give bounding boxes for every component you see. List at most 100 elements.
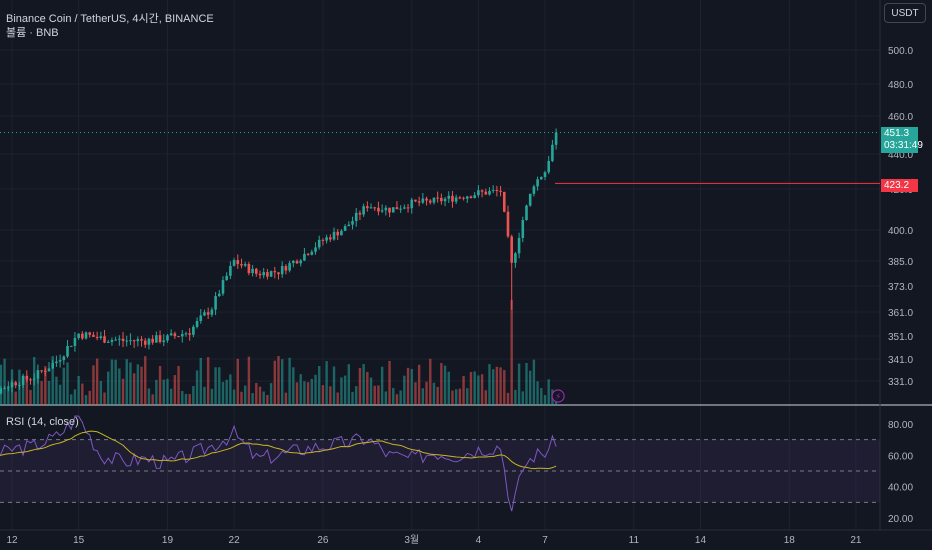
candle <box>114 339 117 341</box>
candle <box>225 275 228 281</box>
candle <box>173 333 177 337</box>
candle <box>81 333 84 339</box>
candle <box>95 336 99 338</box>
candle <box>347 224 351 227</box>
candle <box>21 375 25 385</box>
volume-bar <box>147 388 151 405</box>
volume-bar <box>88 390 91 405</box>
candle <box>288 263 291 271</box>
volume-bar <box>29 389 32 405</box>
volume-bar <box>40 381 43 405</box>
candle <box>528 193 532 206</box>
candle <box>6 387 10 389</box>
candle <box>3 388 6 390</box>
volume-bar <box>44 366 47 405</box>
volume-bar <box>21 375 25 405</box>
volume-bar <box>473 371 476 405</box>
candle <box>180 334 184 337</box>
candle <box>414 199 417 202</box>
event-badge <box>551 389 565 403</box>
volume-bars <box>0 300 558 405</box>
volume-bar <box>451 390 454 405</box>
volume-bar <box>506 392 510 405</box>
candle <box>29 379 32 381</box>
volume-bar <box>343 375 347 405</box>
volume-bar <box>466 388 469 405</box>
candle <box>240 264 243 266</box>
volume-bar <box>218 367 221 405</box>
candle <box>388 207 391 213</box>
candle <box>44 370 47 372</box>
volume-bar <box>92 365 95 405</box>
candle <box>543 172 547 178</box>
volume-bar <box>547 379 550 405</box>
candle <box>469 196 473 198</box>
candle <box>358 212 362 215</box>
candle <box>184 333 188 335</box>
time-tick-label: 19 <box>162 535 174 546</box>
time-tick-label: 18 <box>784 535 796 546</box>
volume-bar <box>321 385 325 405</box>
volume-bar <box>454 389 458 405</box>
volume-bar <box>192 386 195 405</box>
price-tick-label: 341.0 <box>888 355 913 366</box>
price-tick-label: 400.0 <box>888 226 913 237</box>
time-tick-label: 14 <box>695 535 707 546</box>
candle <box>10 382 14 388</box>
volume-bar <box>495 366 499 405</box>
candle <box>47 368 51 372</box>
price-tick-label: 373.0 <box>888 282 913 293</box>
candle <box>499 190 502 192</box>
candle <box>366 206 369 209</box>
candle <box>465 196 469 199</box>
volume-legend: 볼륨 · BNB <box>6 27 59 39</box>
candle <box>88 332 92 335</box>
candle <box>440 197 443 202</box>
candle <box>147 338 151 345</box>
volume-bar <box>517 363 521 405</box>
candle <box>454 197 458 202</box>
volume-bar <box>173 375 177 405</box>
candle <box>406 207 410 209</box>
volume-bar <box>503 370 506 405</box>
volume-bar <box>232 389 236 405</box>
candle <box>118 338 121 340</box>
volume-bar <box>514 389 517 405</box>
volume-bar <box>499 367 502 405</box>
candle <box>310 251 314 255</box>
candle <box>155 335 158 343</box>
candle <box>151 338 154 343</box>
volume-bar <box>310 378 314 405</box>
candle <box>192 326 195 335</box>
candle <box>62 356 66 361</box>
candle <box>551 144 554 161</box>
candle <box>269 271 273 277</box>
currency-button[interactable]: USDT <box>884 3 926 23</box>
candle <box>51 363 55 369</box>
volume-bar <box>355 386 358 405</box>
candle <box>521 219 525 238</box>
candle <box>99 336 103 338</box>
candle <box>510 236 513 263</box>
candle <box>502 191 506 212</box>
volume-bar <box>155 379 158 405</box>
candle <box>425 198 428 201</box>
candle <box>55 361 58 364</box>
candle <box>58 360 62 362</box>
candle <box>36 370 40 379</box>
candle <box>403 207 406 209</box>
rsi-tick-label: 80.00 <box>888 420 913 431</box>
candle <box>306 253 310 255</box>
time-tick-label: 4 <box>476 535 482 546</box>
candle <box>343 226 347 231</box>
candle <box>266 272 269 277</box>
candle <box>236 260 240 265</box>
candle <box>110 340 114 342</box>
volume-bar <box>14 391 17 405</box>
candle <box>77 333 80 338</box>
volume-bar <box>425 381 428 405</box>
volume-bar <box>432 382 436 405</box>
volume-bar <box>477 375 480 405</box>
candle <box>92 334 95 337</box>
